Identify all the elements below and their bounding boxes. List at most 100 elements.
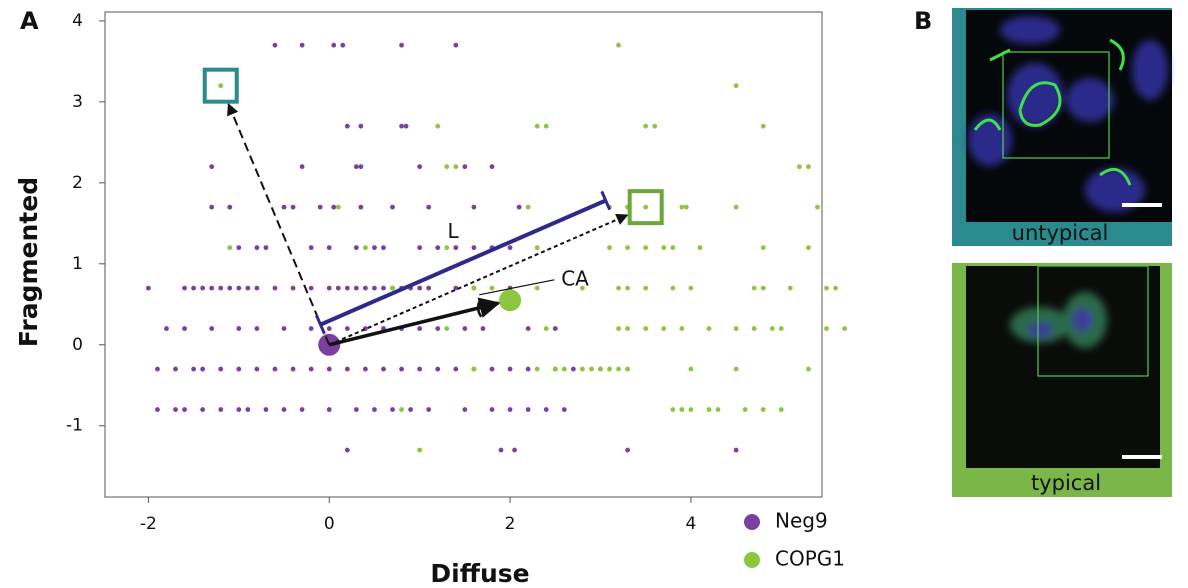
point <box>399 407 404 412</box>
point <box>670 245 676 251</box>
point <box>507 407 513 412</box>
point <box>489 407 495 412</box>
legend-label: COPG1 <box>775 547 845 571</box>
point <box>331 204 337 210</box>
point <box>218 407 224 412</box>
point <box>236 407 242 412</box>
point <box>308 245 314 251</box>
point <box>340 42 346 48</box>
point <box>561 407 567 412</box>
point <box>683 204 689 210</box>
point <box>512 447 517 453</box>
point <box>643 245 649 251</box>
centroid <box>499 289 522 312</box>
point <box>209 285 215 291</box>
point <box>254 366 260 372</box>
point <box>733 204 739 210</box>
point <box>435 245 441 251</box>
arrow <box>227 103 331 346</box>
point <box>525 204 531 210</box>
point <box>607 245 612 251</box>
point <box>344 326 350 331</box>
point <box>471 245 477 251</box>
point <box>453 285 459 291</box>
point <box>344 285 350 291</box>
point <box>751 326 757 331</box>
point <box>589 366 594 372</box>
point <box>462 164 468 170</box>
point <box>326 366 332 372</box>
panel-label: B <box>914 7 932 35</box>
point <box>688 366 694 372</box>
point <box>331 42 337 48</box>
point <box>453 245 459 251</box>
point <box>435 366 441 372</box>
point <box>236 285 242 291</box>
image-untypical: untypical <box>952 8 1172 246</box>
point <box>362 245 368 251</box>
point <box>281 407 287 412</box>
point <box>155 366 160 372</box>
point <box>218 83 224 89</box>
point <box>579 285 585 291</box>
point <box>661 326 667 331</box>
length-bar-end <box>600 190 612 211</box>
point <box>335 285 341 291</box>
point <box>272 366 278 372</box>
point <box>209 204 215 210</box>
point <box>561 366 567 372</box>
image-caption: untypical <box>1012 221 1109 245</box>
point <box>344 366 350 372</box>
point <box>381 285 386 291</box>
x-tick-label: 0 <box>324 514 335 534</box>
y-tick-label: 2 <box>72 173 83 193</box>
point <box>254 285 260 291</box>
y-tick-label: 3 <box>72 92 83 112</box>
point <box>733 447 739 453</box>
point <box>372 245 377 251</box>
point <box>824 326 829 331</box>
point <box>625 285 631 291</box>
plot-frame <box>104 11 823 498</box>
point <box>155 407 160 412</box>
point <box>778 326 784 331</box>
point <box>616 326 621 331</box>
point <box>218 366 224 372</box>
point <box>688 407 694 412</box>
legend-marker <box>744 552 760 568</box>
point <box>317 204 323 210</box>
point <box>236 326 242 331</box>
point <box>525 366 531 372</box>
point <box>733 326 739 331</box>
point <box>833 285 838 291</box>
highlight-box <box>627 189 664 226</box>
point <box>688 285 694 291</box>
point <box>760 407 766 412</box>
y-tick-label: 4 <box>72 11 83 31</box>
point <box>335 204 341 210</box>
point <box>191 366 197 372</box>
point <box>263 245 269 251</box>
point <box>643 326 649 331</box>
point <box>381 366 386 372</box>
point <box>399 123 404 129</box>
point <box>824 285 829 291</box>
point <box>796 164 802 170</box>
point <box>145 285 151 291</box>
point <box>489 285 495 291</box>
point <box>173 407 178 412</box>
point <box>326 326 332 331</box>
point <box>480 326 486 331</box>
point <box>679 326 685 331</box>
point <box>815 204 820 210</box>
point <box>417 285 423 291</box>
point <box>381 245 386 251</box>
point <box>254 245 260 251</box>
point <box>326 245 332 251</box>
image-caption: typical <box>1031 471 1101 495</box>
point <box>534 366 540 372</box>
point <box>598 366 603 372</box>
point <box>308 326 314 331</box>
point <box>625 447 631 453</box>
